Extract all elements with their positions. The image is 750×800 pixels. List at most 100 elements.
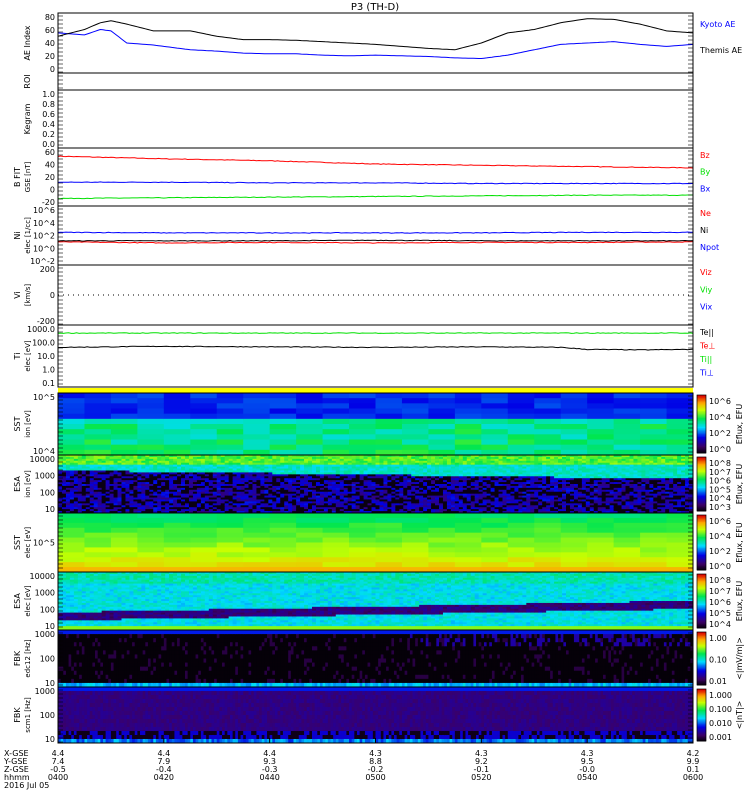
heatmap-cell [232,472,237,475]
heatmap-cell [204,505,210,508]
heatmap-cell [482,511,488,514]
heatmap-cell [633,470,638,473]
heatmap-cell [502,468,507,471]
heatmap-cell [581,495,587,498]
heatmap-cell [129,460,134,464]
heatmap-cell [538,474,543,477]
heatmap-cell [240,484,245,487]
heatmap-cell [613,434,641,440]
legend-Te||: Te|| [699,328,714,337]
heatmap-cell [212,455,218,458]
heatmap-cell [315,509,321,512]
heatmap-cell [101,497,107,500]
heatmap-cell [169,472,174,475]
heatmap-cell [609,485,615,489]
heatmap-cell [347,507,353,510]
heatmap-cell [494,505,499,508]
heatmap-cell [423,455,428,458]
heatmap-cell [407,501,412,504]
heatmap-cell [466,487,472,491]
heatmap-cell [502,478,507,481]
colorbar-segment [697,441,706,444]
heatmap-cell [121,509,126,512]
heatmap-cell [244,462,249,466]
heatmap-cell [601,501,607,504]
heatmap-cell [157,485,162,489]
heatmap-cell [331,497,337,500]
heatmap-cell [530,497,535,500]
heatmap-cell [315,474,321,477]
heatmap-cell [280,509,285,512]
heatmap-cell [562,505,567,508]
heatmap-cell [613,418,641,425]
heatmap-cell [101,458,107,462]
heatmap-cell [77,489,83,493]
heatmap-cell [173,464,178,467]
heatmap-cell [145,478,150,481]
heatmap-cell [379,468,384,471]
heatmap-cell [470,474,476,477]
heatmap-cell [269,444,297,451]
heatmap-cell [530,487,535,491]
heatmap-cell [85,497,91,500]
heatmap-cell [442,460,448,464]
heatmap-cell [534,462,539,466]
heatmap-cell [403,511,408,514]
heatmap-cell [256,493,261,496]
heatmap-cell [502,470,507,473]
heatmap-cell [300,460,305,464]
heatmap-cell [110,429,138,435]
heatmap-cell [319,470,325,473]
heatmap-cell [363,503,368,506]
heatmap-cell [633,466,638,469]
heatmap-cell [145,468,150,471]
heatmap-cell [458,482,464,485]
heatmap-cell [284,462,289,466]
heatmap-cell [61,501,67,504]
heatmap-cell [339,460,345,464]
heatmap-cell [208,491,214,495]
heatmap-cell [228,474,234,477]
heatmap-cell [601,484,607,487]
heatmap-cell [466,495,472,498]
heatmap-cell [542,455,547,458]
heatmap-cell [61,482,67,485]
heatmap-cell [494,491,499,495]
heatmap-cell [351,489,357,493]
heatmap-cell [97,501,103,504]
heatmap-cell [192,464,198,467]
heatmap-cell [220,468,226,471]
heatmap-cell [514,484,519,487]
heatmap-cell [93,466,99,469]
heatmap-cell [65,493,71,496]
y-tick-label: 0 [50,65,55,74]
heatmap-cell [288,456,293,460]
heatmap-cell [550,458,555,462]
heatmap-cell [269,449,297,456]
heatmap-cell [621,456,626,460]
heatmap-cell [550,464,555,467]
heatmap-cell [252,466,257,469]
heatmap-cell [196,484,202,487]
heatmap-cell [395,466,400,469]
heatmap-cell [439,482,444,485]
heatmap-cell [236,462,241,466]
heatmap-cell [367,482,372,485]
heatmap-cell [558,509,563,512]
heatmap-cell [439,458,444,462]
heatmap-cell [446,480,452,483]
heatmap-cell [109,474,114,477]
heatmap-cell [522,466,527,469]
heatmap-cell [322,413,350,420]
heatmap-cell [593,503,599,506]
heatmap-cell [296,493,301,496]
heatmap-cell [196,466,202,469]
heatmap-cell [601,455,607,458]
heatmap-cell [101,503,107,506]
heatmap-cell [546,482,551,485]
heatmap-cell [349,403,376,409]
heatmap-cell [105,472,110,475]
heatmap-cell [542,507,547,510]
heatmap-cell [526,501,531,504]
